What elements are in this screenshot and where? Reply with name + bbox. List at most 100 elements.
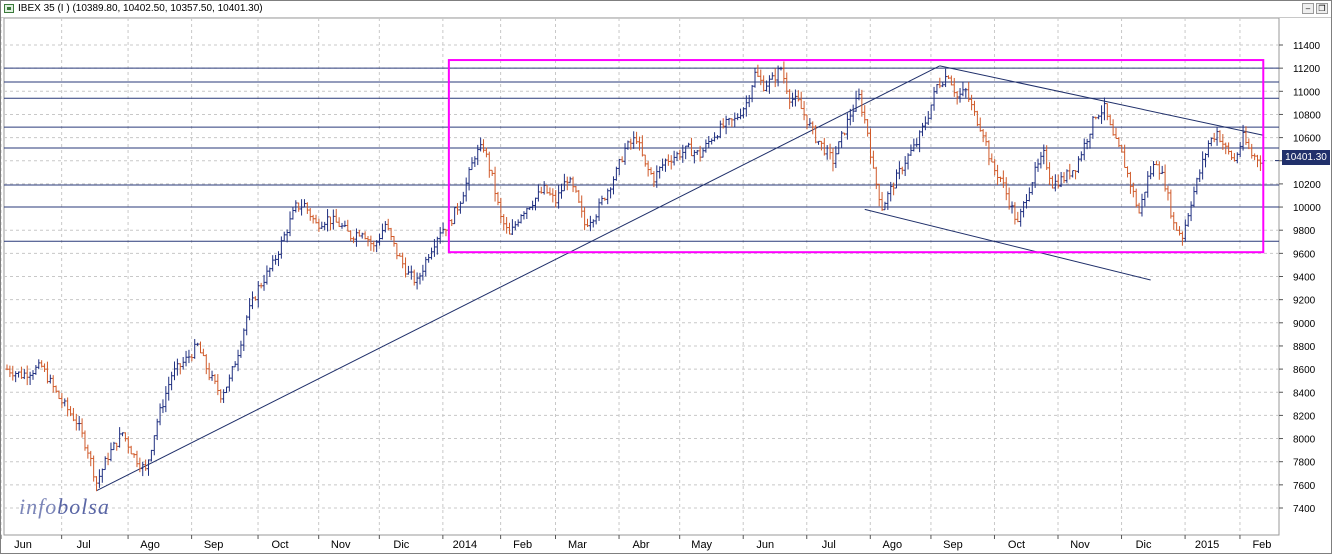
ohlc-bar [496, 191, 500, 206]
ohlc-bar [782, 61, 786, 84]
ohlc-bar [1227, 142, 1231, 155]
ohlc-bar [643, 154, 647, 167]
ohlc-bar [903, 156, 907, 177]
restore-window-icon[interactable]: ❐ [1316, 3, 1328, 14]
ohlc-bar [562, 173, 566, 192]
ohlc-bar [1157, 161, 1161, 180]
ohlc-bar [741, 107, 745, 119]
ohlc-bar [1065, 169, 1069, 183]
ohlc-bar [652, 171, 656, 188]
ohlc-bar [1097, 114, 1101, 120]
ohlc-bar [949, 75, 953, 86]
y-tick-label: 8200 [1293, 411, 1316, 422]
ohlc-bar [100, 468, 104, 483]
trendline [939, 65, 1264, 136]
ohlc-bar [210, 370, 214, 381]
y-tick-label: 11200 [1293, 64, 1321, 75]
ohlc-bar [320, 221, 324, 229]
x-tick-label: Nov [1070, 539, 1090, 551]
ohlc-bar [583, 206, 587, 231]
ohlc-bar [866, 119, 870, 137]
ohlc-bar [1042, 144, 1046, 165]
ohlc-bar [178, 363, 182, 375]
ohlc-bar [305, 202, 309, 214]
ohlc-bar [762, 75, 766, 92]
ohlc-bar [1241, 124, 1245, 151]
ohlc-bar [51, 375, 55, 393]
ohlc-bar [427, 253, 431, 263]
ohlc-bar [822, 137, 826, 156]
ohlc-bar [1074, 170, 1078, 180]
ohlc-bar [1235, 152, 1239, 164]
ohlc-bar [791, 92, 795, 107]
ohlc-bar [559, 183, 563, 199]
y-tick-label: 11000 [1293, 87, 1321, 98]
ohlc-bar [640, 135, 644, 157]
ohlc-bar [230, 366, 234, 382]
ohlc-bar [1160, 165, 1164, 175]
ohlc-bar [248, 298, 252, 321]
ohlc-bar [216, 374, 220, 396]
ohlc-bar [331, 209, 335, 230]
ohlc-bar [438, 227, 442, 244]
ohlc-bar [519, 214, 523, 224]
ohlc-bar [424, 256, 428, 277]
ohlc-bar [1071, 170, 1075, 178]
ohlc-bar [170, 371, 174, 391]
ohlc-bar [109, 442, 113, 462]
ohlc-bar [669, 155, 673, 170]
ohlc-bar [1256, 154, 1260, 168]
ohlc-bar [288, 211, 292, 237]
ohlc-bar [112, 441, 116, 451]
ohlc-bar [1166, 185, 1170, 201]
ohlc-bar [242, 328, 246, 352]
ohlc-bar [675, 151, 679, 162]
ohlc-bar [531, 200, 535, 211]
ohlc-bar [666, 154, 670, 166]
ohlc-bar [744, 95, 748, 117]
y-tick-label: 9000 [1293, 319, 1316, 330]
ohlc-bar [456, 203, 460, 215]
ohlc-bar [201, 348, 205, 357]
ohlc-bar [1224, 142, 1228, 155]
ohlc-bar [135, 450, 139, 468]
ohlc-bar [1163, 164, 1167, 192]
ohlc-bar [369, 235, 373, 251]
ohlc-bar [626, 140, 630, 150]
minimize-window-icon[interactable]: – [1302, 3, 1314, 14]
ohlc-bar [571, 176, 575, 193]
ohlc-bar [1062, 172, 1066, 184]
x-tick-label: Jun [756, 539, 774, 551]
channel-rectangle [447, 59, 1265, 254]
last-price-tag: 10401.30 [1282, 150, 1330, 165]
ohlc-bar [224, 386, 228, 394]
ohlc-bar [294, 200, 298, 213]
ohlc-bar [487, 151, 491, 178]
ohlc-bar [1253, 153, 1257, 161]
ohlc-bar [458, 201, 462, 214]
ohlc-bar [80, 418, 84, 438]
ohlc-bar [580, 195, 584, 218]
ohlc-bar [788, 89, 792, 110]
ohlc-bar [256, 280, 260, 308]
ohlc-bar [1215, 127, 1219, 146]
ohlc-bar [1192, 186, 1196, 208]
ohlc-bar [623, 143, 627, 165]
ohlc-bar [31, 370, 35, 380]
ohlc-bar [554, 190, 558, 208]
ohlc-bar [1013, 202, 1017, 225]
ohlc-bar [805, 114, 809, 130]
price-chart[interactable]: 7400 7600 7800 8000 8200 8400 8600 8800 9000 9200… [1, 18, 1331, 553]
x-tick-label: Feb [1252, 539, 1271, 551]
ohlc-bar [1016, 211, 1020, 223]
ohlc-bar [606, 188, 610, 205]
ohlc-bar [1134, 188, 1138, 208]
ohlc-bar [274, 254, 278, 265]
ohlc-bar [239, 340, 243, 358]
ohlc-bar [828, 143, 832, 160]
ohlc-bar [1123, 144, 1127, 168]
ohlc-bar [1019, 208, 1023, 227]
ohlc-bar [721, 118, 725, 129]
ohlc-bar [1111, 119, 1115, 136]
ohlc-bar [1247, 138, 1251, 150]
